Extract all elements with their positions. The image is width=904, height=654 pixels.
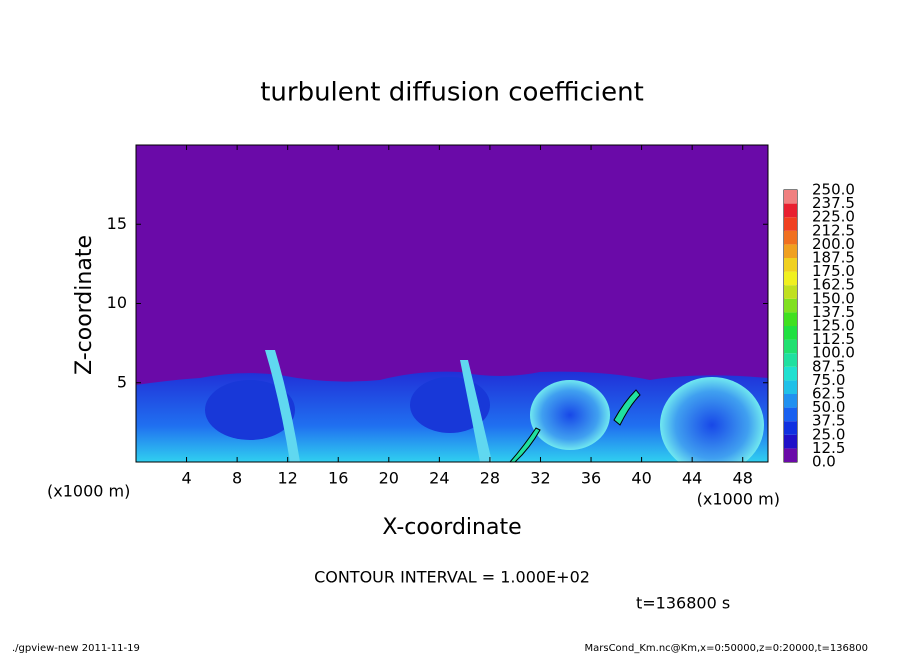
x-tick-label: 8 [232, 469, 242, 488]
field-eddy [530, 380, 610, 450]
colorbar-label: 162.5 [812, 276, 855, 294]
colorbar-swatch [784, 298, 797, 313]
x-tick-label: 24 [429, 469, 449, 488]
x-tick-label: 32 [530, 469, 550, 488]
footer-left: ./gpview-new 2011-11-19 [12, 643, 140, 654]
field [136, 350, 768, 462]
x-tick-label: 48 [733, 469, 753, 488]
colorbar-swatch [784, 312, 797, 326]
y-axis-label: Z-coordinate [72, 235, 97, 375]
x-tick-label: 44 [682, 469, 702, 488]
y-tick-label: 15 [107, 214, 127, 233]
x-tick-label: 40 [631, 469, 651, 488]
x-tick-label: 16 [328, 469, 348, 488]
colorbar-swatch [784, 380, 797, 394]
time-label: t=136800 s [636, 594, 730, 613]
colorbar-swatch [784, 326, 797, 340]
colorbar-label: 0.0 [812, 453, 836, 471]
colorbar-swatch [784, 190, 797, 204]
field-eddy [205, 380, 295, 440]
colorbar-label: 150.0 [812, 289, 855, 307]
colorbar-swatch [784, 217, 797, 231]
colorbar-label: 75.0 [812, 371, 845, 389]
colorbar-swatch [784, 258, 797, 272]
colorbar-label: 62.5 [812, 385, 845, 403]
x-tick-label: 20 [379, 469, 399, 488]
footer-right: MarsCond_Km.nc@Km,x=0:50000,z=0:20000,t=… [585, 643, 869, 654]
colorbar-swatch [784, 230, 797, 245]
colorbar-swatch [784, 285, 797, 299]
y-unit: (x1000 m) [47, 482, 130, 501]
colorbar-swatch [784, 244, 797, 258]
colorbar-label: 137.5 [812, 303, 855, 321]
colorbar-swatch [784, 394, 797, 408]
colorbar-swatch [784, 353, 797, 367]
colorbar-swatch [784, 448, 797, 462]
colorbar-swatch [784, 434, 797, 449]
annotation: CONTOUR INTERVAL = 1.000E+02 [314, 568, 590, 587]
colorbar-label: 175.0 [812, 262, 855, 280]
field-plume [265, 350, 300, 462]
colorbar-label: 200.0 [812, 235, 855, 253]
field-eddy [660, 377, 764, 462]
field-plume [460, 360, 492, 462]
field-contour [613, 389, 641, 426]
x-tick-label: 28 [480, 469, 500, 488]
x-axis-label: X-coordinate [382, 515, 521, 540]
colorbar-label: 37.5 [812, 412, 845, 430]
colorbar-swatch [784, 407, 797, 422]
x-unit: (x1000 m) [697, 490, 780, 509]
colorbar-swatch [784, 339, 797, 354]
colorbar-swatch [784, 203, 797, 218]
colorbar-label: 250.0 [812, 181, 855, 199]
colorbar-label: 225.0 [812, 208, 855, 226]
colorbar-label: 112.5 [812, 330, 855, 348]
colorbar-label: 25.0 [812, 425, 845, 443]
y-tick-label: 5 [117, 372, 127, 391]
x-tick-label: 4 [181, 469, 191, 488]
x-tick-label: 36 [581, 469, 601, 488]
chart-title: turbulent diffusion coefficient [260, 78, 644, 108]
colorbar-label: 50.0 [812, 398, 845, 416]
colorbar-label: 187.5 [812, 249, 855, 267]
field-contour [509, 427, 541, 462]
colorbar-label: 237.5 [812, 194, 855, 212]
x-tick-label: 12 [278, 469, 298, 488]
colorbar-swatch [784, 421, 797, 435]
colorbar-swatch [784, 271, 797, 286]
colorbar-swatch [784, 366, 797, 381]
colorbar-label: 12.5 [812, 439, 845, 457]
y-tick-label: 10 [107, 293, 127, 312]
colorbar-label: 100.0 [812, 344, 855, 362]
colorbar-label: 125.0 [812, 317, 855, 335]
colorbar-label: 87.5 [812, 357, 845, 375]
colorbar-label: 212.5 [812, 221, 855, 239]
